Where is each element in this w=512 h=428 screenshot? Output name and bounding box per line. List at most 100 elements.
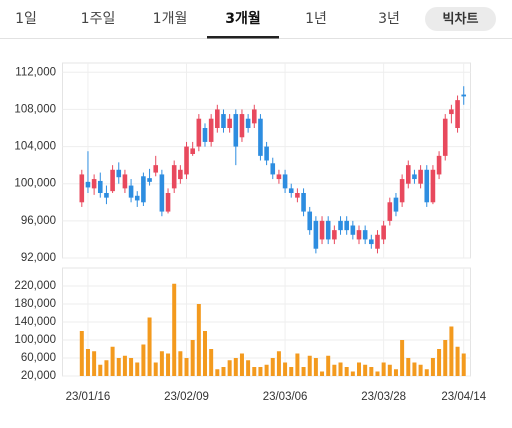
candle-body: [141, 176, 146, 203]
volume-bar: [393, 369, 398, 376]
bigchart-button[interactable]: 빅차트: [443, 11, 479, 27]
candle-body: [344, 220, 349, 231]
candle-body: [245, 118, 251, 128]
tab[interactable]: 1개월: [153, 11, 188, 27]
candle-body: [319, 220, 325, 240]
volume-bar: [110, 346, 115, 376]
x-tick-label: 23/03/28: [361, 391, 406, 403]
volume-bar: [215, 369, 220, 376]
candle-body: [313, 220, 319, 249]
tab[interactable]: 1년: [305, 11, 327, 27]
candle-body: [147, 178, 152, 182]
candle-body: [455, 100, 460, 128]
volume-bar: [122, 355, 127, 376]
x-tick-label: 23/04/14: [441, 391, 486, 403]
candle-body: [190, 148, 195, 154]
volume-bar: [400, 340, 405, 376]
candle-body: [276, 174, 282, 180]
candle-body: [221, 114, 226, 128]
volume-bar: [196, 304, 201, 376]
bigchart-button-bg[interactable]: [425, 7, 496, 31]
volume-bar: [455, 346, 460, 376]
candle-body: [128, 185, 134, 198]
volume-bar: [363, 364, 368, 376]
candle-body: [387, 202, 393, 221]
active-tab-underline: [207, 36, 279, 39]
candle-body: [393, 197, 399, 212]
x-tick-label: 23/03/06: [263, 391, 308, 403]
volume-bar: [375, 371, 380, 376]
candle-body: [418, 169, 423, 184]
y-tick-label: 180,000: [14, 298, 56, 310]
candle-body: [362, 230, 368, 240]
volume-bar: [301, 367, 306, 376]
candle-body: [430, 169, 436, 203]
y-tick-label: 112,000: [15, 66, 56, 78]
volume-bar: [449, 326, 454, 376]
volume-bar: [252, 367, 257, 376]
candle-body: [449, 109, 454, 115]
volume-bar: [258, 367, 263, 376]
tab[interactable]: 3년: [378, 11, 400, 27]
candle-body: [258, 118, 263, 156]
candle-body: [97, 180, 103, 193]
candle-body: [338, 220, 343, 231]
candle-body: [153, 165, 159, 173]
volume-bar: [147, 317, 152, 376]
tab[interactable]: 3개월: [225, 10, 261, 27]
candle-body: [442, 118, 448, 156]
volume-bar: [307, 355, 312, 376]
volume-bar: [461, 353, 466, 376]
candle-body: [381, 225, 386, 240]
volume-bar: [98, 364, 103, 376]
volume-bar: [357, 362, 361, 376]
volume-bar: [203, 331, 207, 376]
volume-bar: [387, 364, 392, 376]
volume-bar: [264, 364, 269, 376]
volume-bar: [79, 331, 84, 376]
volume-bar: [135, 362, 140, 376]
volume-bar: [424, 369, 429, 376]
volume-bar: [326, 355, 331, 376]
candle-body: [215, 109, 220, 128]
y-tick-label: 96,000: [21, 215, 56, 227]
tab[interactable]: 1일: [15, 11, 37, 27]
volume-bar: [320, 371, 325, 376]
volume-bar: [381, 362, 386, 376]
volume-bar: [369, 367, 374, 376]
volume-bar: [406, 358, 411, 376]
volume-bar: [85, 349, 90, 376]
candle-body: [104, 193, 109, 198]
candle-body: [288, 188, 294, 193]
candle-body: [307, 211, 313, 231]
candle-body: [202, 128, 208, 142]
y-tick-label: 104,000: [14, 141, 56, 153]
candle-body: [79, 174, 85, 203]
volume-bar: [227, 360, 232, 376]
volume-bar: [418, 364, 423, 376]
candle-body: [301, 193, 306, 212]
volume-bar: [92, 351, 97, 376]
tab[interactable]: 1주일: [81, 11, 116, 27]
volume-bar: [129, 358, 134, 376]
candle-body: [375, 234, 380, 249]
candle-body: [196, 118, 202, 147]
candle-body: [350, 225, 356, 235]
y-tick-label: 140,000: [14, 316, 56, 328]
candle-body: [264, 146, 269, 161]
y-tick-label: 108,000: [14, 103, 56, 115]
candle-body: [134, 195, 140, 201]
candle-body: [110, 169, 115, 192]
candle-body: [171, 165, 177, 189]
y-tick-label: 220,000: [14, 280, 56, 292]
candle-body: [332, 230, 337, 240]
volume-bar: [443, 340, 448, 376]
candle-body: [356, 230, 362, 240]
candle-body: [165, 193, 171, 212]
candle-body: [369, 239, 374, 245]
y-tick-label: 100,000: [14, 178, 56, 190]
y-tick-label: 92,000: [21, 252, 56, 264]
candle-body: [122, 174, 128, 189]
